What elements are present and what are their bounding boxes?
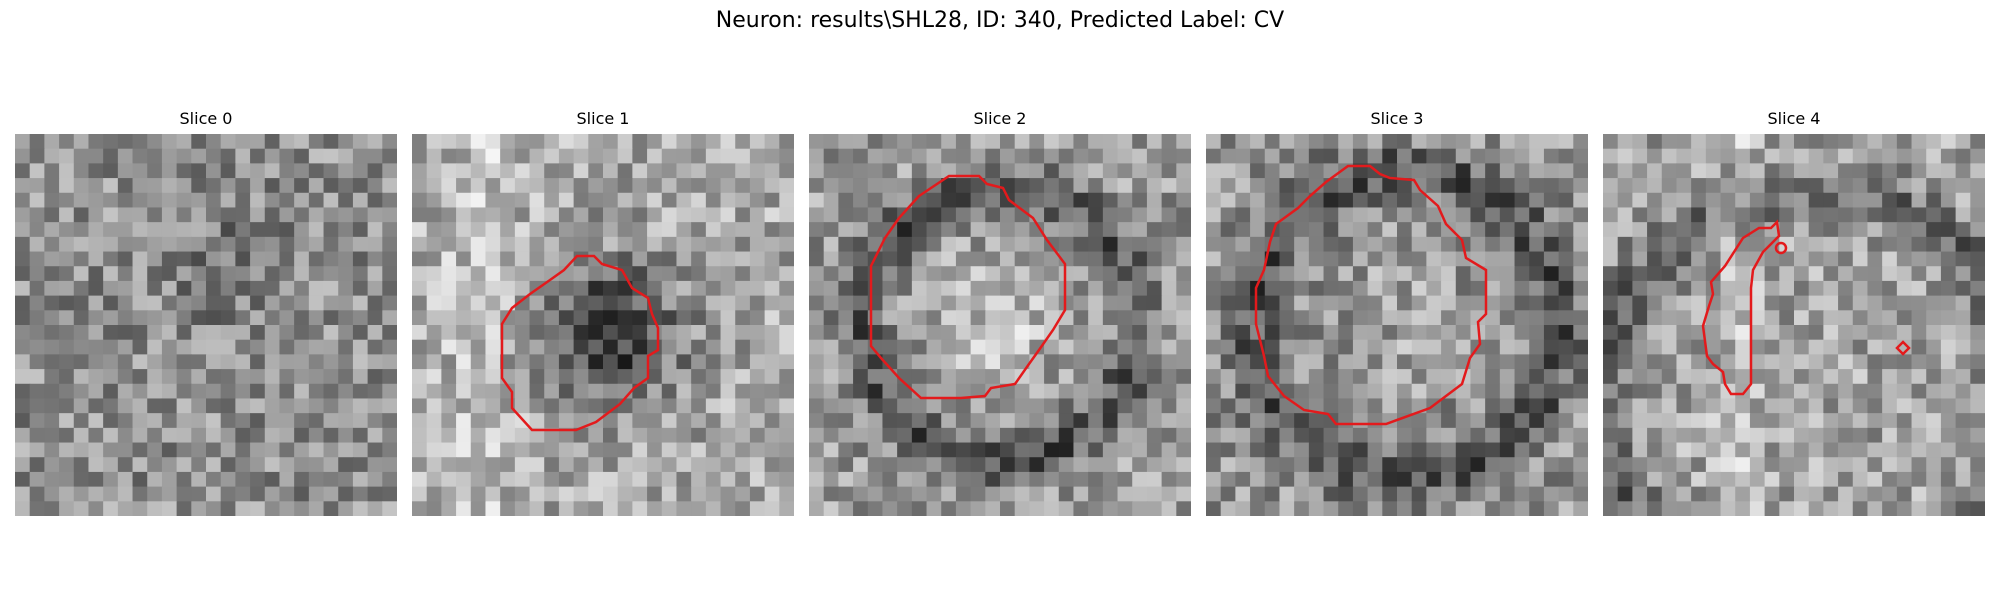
figure-title: Neuron: results\SHL28, ID: 340, Predicte… <box>715 8 1285 33</box>
slice-title-0: Slice 0 <box>179 109 233 128</box>
slice-image-2 <box>809 134 1191 516</box>
slice-panel-0: Slice 0 <box>15 108 397 520</box>
slice-pixels-2 <box>809 134 1191 516</box>
slice-title-4: Slice 4 <box>1767 109 1821 128</box>
roi-contour <box>1254 164 1488 426</box>
roi-contour <box>1895 340 1911 356</box>
roi-contour <box>869 174 1067 400</box>
slice-image-3 <box>1206 134 1588 516</box>
roi-contour <box>1774 241 1788 255</box>
slice-pixels-0 <box>15 134 397 516</box>
slice-panel-1: Slice 1 <box>412 108 794 520</box>
slice-pixels-4 <box>1603 134 1985 516</box>
slice-image-4 <box>1603 134 1985 516</box>
slice-panel-4: Slice 4 <box>1603 108 1985 520</box>
slice-image-0 <box>15 134 397 516</box>
slice-pixels-1 <box>412 134 794 516</box>
slice-panel-2: Slice 2 <box>809 108 1191 520</box>
slice-title-3: Slice 3 <box>1370 109 1424 128</box>
slice-panel-3: Slice 3 <box>1206 108 1588 520</box>
slice-pixels-3 <box>1206 134 1588 516</box>
roi-contour <box>1701 219 1781 396</box>
slice-title-2: Slice 2 <box>973 109 1027 128</box>
slice-title-1: Slice 1 <box>576 109 630 128</box>
slice-image-1 <box>412 134 794 516</box>
roi-contour <box>500 254 660 432</box>
